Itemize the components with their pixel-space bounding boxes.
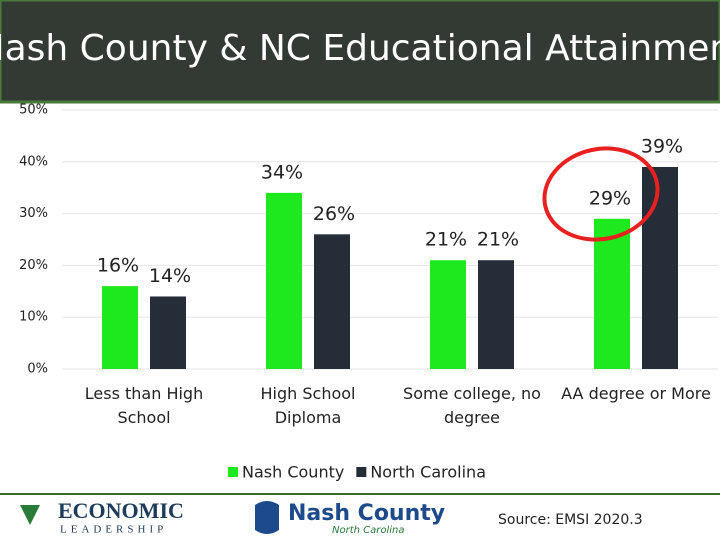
legend-swatch xyxy=(228,467,238,477)
x-tick-line: degree xyxy=(444,408,500,427)
value-label: 26% xyxy=(313,203,355,225)
legend-swatch xyxy=(356,467,367,477)
value-label: 21% xyxy=(425,229,467,251)
x-tick-label: AA degree or More xyxy=(561,384,711,403)
bar xyxy=(594,218,630,369)
x-tick-line: High School xyxy=(261,384,356,403)
chart-title: Nash County & NC Educational Attainment xyxy=(0,28,720,69)
y-tick-label: 20% xyxy=(19,258,48,273)
y-tick-label: 40% xyxy=(19,154,48,169)
value-label: 29% xyxy=(589,187,631,209)
y-tick-label: 30% xyxy=(19,206,48,221)
legend-label: North Carolina xyxy=(370,463,486,482)
y-tick-label: 50% xyxy=(19,103,48,118)
legend-label: Nash County xyxy=(242,463,344,482)
x-tick-line: School xyxy=(117,408,170,427)
bar xyxy=(642,166,678,369)
x-tick-line: Some college, no xyxy=(403,384,541,403)
value-label: 14% xyxy=(149,265,191,287)
bar xyxy=(314,234,350,369)
bar xyxy=(150,296,186,369)
x-tick-line: Less than High xyxy=(85,384,203,403)
x-tick-label: Less than High School xyxy=(85,384,203,427)
logo-left: ECONOMIC xyxy=(58,498,184,523)
y-tick-label: 0% xyxy=(27,362,48,377)
logo-right: Nash County xyxy=(288,501,445,526)
logo-right-icon xyxy=(255,501,279,534)
value-label: 21% xyxy=(477,229,519,251)
x-tick-label: High School Diploma xyxy=(261,384,356,427)
y-tick-label: 10% xyxy=(19,310,48,325)
value-label: 34% xyxy=(261,161,303,183)
x-tick-line: Diploma xyxy=(275,408,342,427)
source: Source: EMSI 2020.3 xyxy=(498,512,643,528)
logo-right-sub: North Carolina xyxy=(332,525,405,536)
highlight-ellipse xyxy=(542,146,660,242)
value-label: 16% xyxy=(97,255,139,277)
x-tick-line: AA degree or More xyxy=(561,384,711,403)
bar xyxy=(266,192,302,369)
logo-left-sub: LEADERSHIP xyxy=(60,524,167,536)
title-banner xyxy=(0,0,720,104)
bar xyxy=(478,260,514,369)
value-label: 39% xyxy=(641,135,683,157)
x-tick-label: Some college, no degree xyxy=(403,384,541,427)
bar xyxy=(102,286,138,369)
bar xyxy=(430,260,466,369)
logo-left-icon xyxy=(20,505,40,525)
